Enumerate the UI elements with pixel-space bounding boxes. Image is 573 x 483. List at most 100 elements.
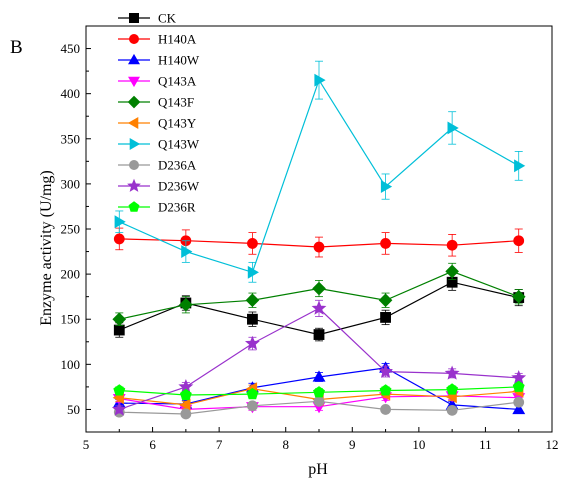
data-point-d236w — [378, 363, 394, 378]
data-point-d236a — [313, 395, 325, 407]
data-point-h140w — [512, 402, 526, 415]
data-point-h140a — [113, 233, 125, 245]
legend-label: H140A — [158, 32, 197, 47]
legend-label: Q143W — [158, 137, 200, 152]
y-tick-label: 300 — [61, 176, 81, 191]
legend-label: D236W — [158, 179, 200, 194]
data-point-q143f — [511, 289, 526, 304]
y-axis-label: Enzyme activity (U/mg) — [38, 170, 55, 326]
panel-label: B — [10, 37, 23, 58]
data-point-h140a — [247, 238, 258, 249]
data-point-ck — [113, 324, 125, 336]
x-tick-label: 12 — [546, 437, 559, 452]
legend-marker — [129, 138, 141, 150]
data-point-q143w — [314, 73, 326, 87]
x-tick-label: 8 — [282, 437, 289, 452]
legend-label: Q143Y — [158, 116, 197, 131]
data-point-h140w — [312, 370, 326, 382]
data-point-q143f — [312, 281, 326, 296]
y-tick-label: 400 — [61, 86, 81, 101]
data-point-q143f — [245, 293, 260, 308]
legend-item-q143f: Q143F — [118, 95, 194, 110]
x-tick-label: 11 — [479, 437, 492, 452]
data-point-q143f — [445, 264, 459, 279]
series-q143w — [114, 60, 526, 283]
data-point-q143w — [380, 180, 393, 193]
legend-label: H140W — [158, 53, 200, 68]
y-tick-label: 50 — [67, 402, 80, 417]
legend-label: Q143F — [158, 95, 194, 110]
x-tick-label: 6 — [149, 437, 156, 452]
legend-marker — [128, 12, 139, 23]
legend-marker — [128, 159, 139, 170]
data-point-ck — [380, 312, 391, 323]
series-d236r — [113, 380, 525, 401]
legend-label: Q143A — [158, 74, 197, 89]
legend-item-h140a: H140A — [118, 32, 197, 47]
x-tick-label: 9 — [349, 437, 356, 452]
y-tick-label: 250 — [61, 222, 81, 237]
data-point-h140a — [313, 241, 325, 253]
data-point-q143w — [247, 265, 260, 279]
data-point-d236r — [113, 384, 126, 396]
legend-marker — [128, 76, 140, 88]
legend-marker — [128, 201, 140, 212]
legend-item-q143a: Q143A — [118, 74, 197, 89]
data-point-d236r — [379, 384, 392, 396]
data-point-ck — [313, 329, 325, 340]
data-point-d236a — [446, 404, 458, 416]
data-point-d236a — [513, 396, 525, 408]
data-point-d236r — [179, 388, 192, 401]
data-point-q143y — [179, 398, 191, 412]
data-point-h140a — [380, 238, 391, 249]
y-tick-label: 200 — [61, 267, 81, 282]
legend-item-q143w: Q143W — [118, 137, 200, 152]
data-point-q143w — [514, 159, 526, 173]
series-q143f — [112, 262, 526, 327]
data-point-d236a — [247, 400, 258, 412]
legend-label: CK — [158, 11, 177, 26]
legend-marker — [127, 178, 141, 192]
legend-marker — [127, 117, 139, 129]
legend-marker — [128, 53, 140, 65]
legend-item-ck: CK — [118, 11, 177, 26]
x-axis-label: pH — [308, 461, 328, 478]
legend-label: D236A — [158, 158, 197, 173]
y-tick-label: 350 — [61, 131, 81, 146]
y-tick-label: 150 — [61, 312, 81, 327]
data-point-d236w — [311, 300, 327, 315]
data-point-d236w — [444, 365, 460, 380]
legend-item-q143y: Q143Y — [118, 116, 197, 131]
x-tick-label: 10 — [412, 437, 425, 452]
data-point-h140a — [513, 235, 525, 247]
legend-item-d236a: D236A — [118, 158, 197, 173]
data-point-q143f — [179, 297, 193, 312]
data-point-q143w — [447, 121, 459, 135]
y-tick-label: 100 — [61, 357, 81, 372]
legend-item-d236r: D236R — [118, 200, 196, 215]
data-point-q143w — [181, 245, 193, 258]
legend-item-d236w: D236W — [118, 179, 200, 194]
series-d236a — [113, 395, 525, 420]
x-tick-label: 7 — [216, 437, 223, 452]
data-point-d236a — [380, 404, 391, 415]
legend: CK H140A H140W Q143A Q143F Q143Y Q143W D236A D23… — [118, 11, 200, 215]
data-point-ck — [247, 313, 258, 325]
legend-marker — [127, 95, 141, 109]
legend-label: D236R — [158, 200, 196, 215]
legend-marker — [128, 34, 139, 45]
plot-area: 5 6 7 8 9 10 11 12 50 100 150 200 250 300 350 400 450 — [61, 25, 559, 452]
data-point-d236r — [512, 380, 525, 392]
data-point-q143f — [378, 293, 393, 308]
data-point-d236r — [313, 386, 325, 398]
data-point-q143w — [114, 215, 126, 229]
data-point-d236r — [246, 387, 259, 400]
legend-item-h140w: H140W — [118, 53, 200, 68]
data-point-d236r — [446, 383, 459, 395]
data-point-q143f — [112, 312, 127, 327]
data-point-h140a — [446, 239, 458, 251]
data-point-d236w — [244, 335, 260, 350]
y-tick-label: 450 — [61, 41, 81, 56]
x-tick-label: 5 — [83, 437, 90, 452]
